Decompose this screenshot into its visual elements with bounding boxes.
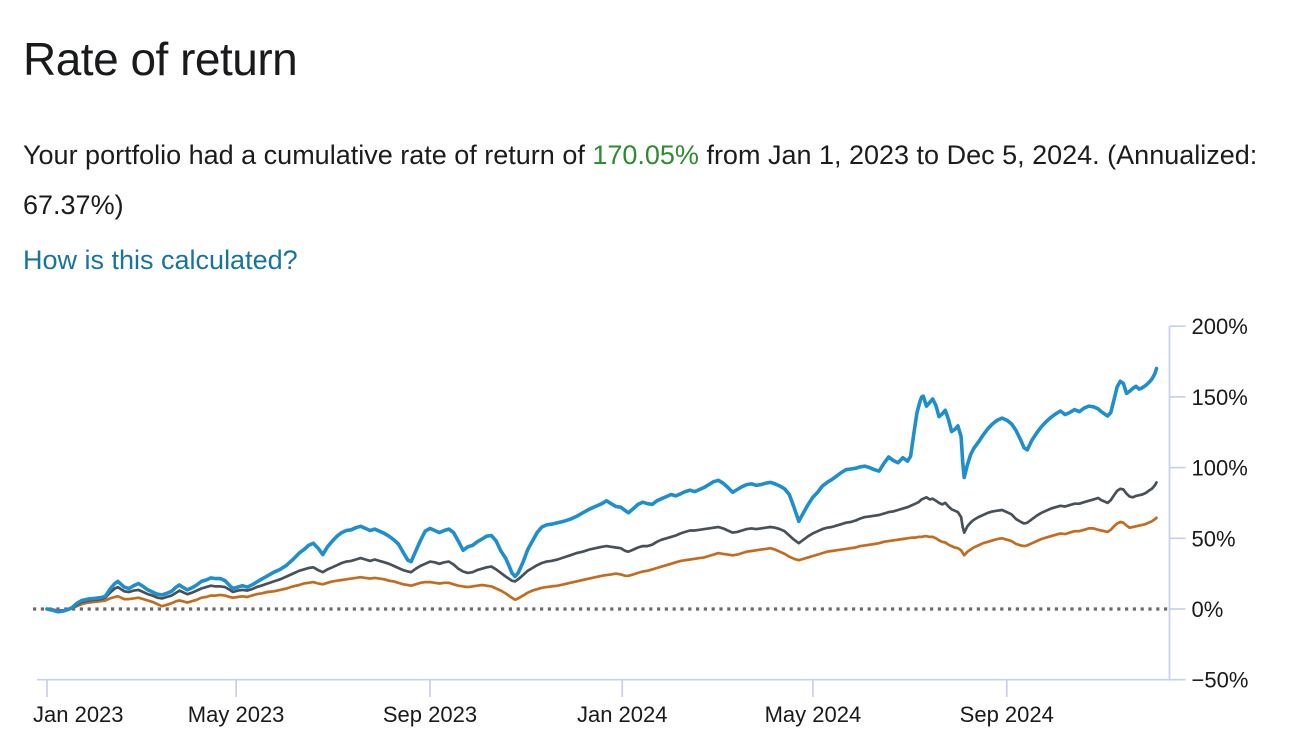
cumulative-return-value: 170.05% bbox=[592, 140, 699, 170]
x-tick-label: Jan 2024 bbox=[577, 702, 668, 727]
y-tick-label: 50% bbox=[1192, 526, 1236, 551]
y-tick-label: 150% bbox=[1192, 385, 1248, 410]
x-tick-label: Sep 2024 bbox=[960, 702, 1054, 727]
series-line-portfolio_blue bbox=[45, 366, 1159, 614]
x-tick-label: Jan 2023 bbox=[33, 702, 124, 727]
y-tick-label: −50% bbox=[1192, 668, 1249, 693]
y-tick-label: 100% bbox=[1192, 456, 1248, 481]
page-title: Rate of return bbox=[23, 33, 298, 85]
summary-text: Your portfolio had a cumulative rate of … bbox=[23, 130, 1279, 230]
series-line-benchmark_gray bbox=[45, 481, 1158, 613]
x-tick-label: Sep 2023 bbox=[383, 702, 477, 727]
series-line-benchmark_orange bbox=[45, 516, 1158, 612]
summary-suffix: from Jan 1, 2023 to Dec 5, 2024. (Annual… bbox=[23, 140, 1258, 220]
y-tick-label: 200% bbox=[1192, 314, 1248, 339]
x-tick-label: May 2023 bbox=[188, 702, 285, 727]
x-tick-label: May 2024 bbox=[765, 702, 862, 727]
how-is-this-calculated-link[interactable]: How is this calculated? bbox=[23, 245, 298, 275]
summary-prefix: Your portfolio had a cumulative rate of … bbox=[23, 140, 593, 170]
y-tick-label: 0% bbox=[1192, 597, 1224, 622]
